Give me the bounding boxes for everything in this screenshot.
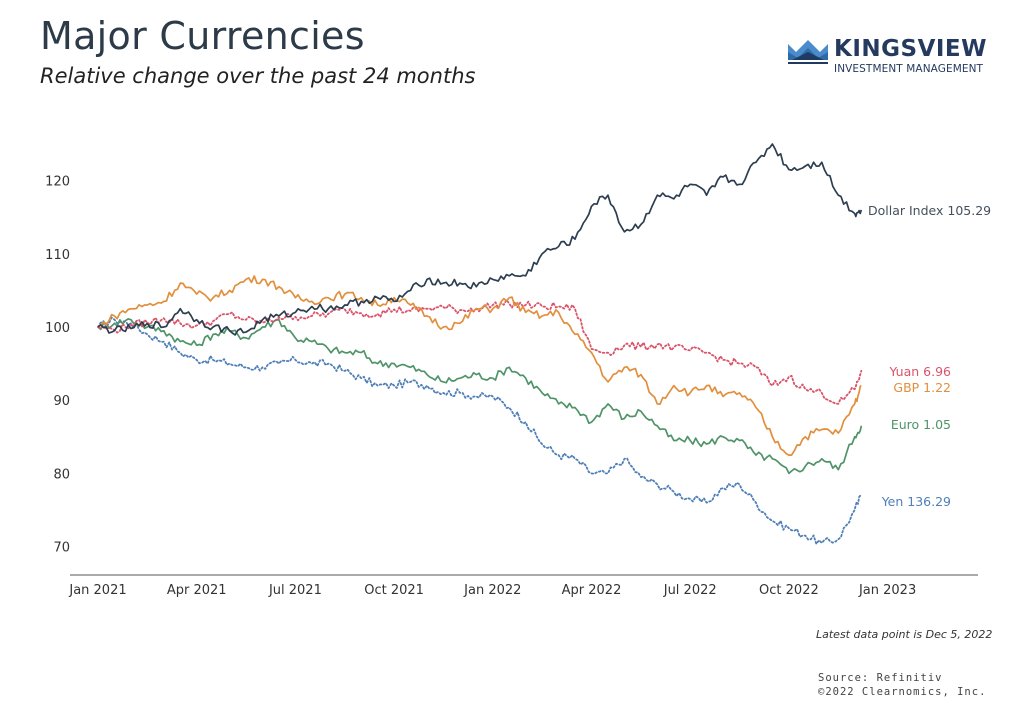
series-line-yuan xyxy=(97,299,863,405)
y-tick-label: 100 xyxy=(45,321,70,336)
logo-name: KINGSVIEW xyxy=(834,36,988,62)
x-tick-label: Jan 2023 xyxy=(858,583,916,598)
copyright-text: ©2022 Clearnomics, Inc. xyxy=(818,686,987,698)
series-label-yen: Yen 136.29 xyxy=(881,494,951,509)
series-line-dollar-index xyxy=(97,143,863,336)
y-tick-label: 70 xyxy=(53,541,70,556)
crown-icon xyxy=(788,40,828,64)
x-tick-label: Jul 2022 xyxy=(663,583,717,598)
latest-data-note: Latest data point is Dec 5, 2022 xyxy=(816,628,993,641)
series-label-yuan: Yuan 6.96 xyxy=(888,364,951,379)
x-tick-label: Apr 2022 xyxy=(562,583,622,598)
y-tick-label: 120 xyxy=(45,175,70,190)
y-tick-label: 80 xyxy=(53,467,70,482)
page-subtitle: Relative change over the past 24 months xyxy=(40,64,476,88)
series-label-dollar-index: Dollar Index 105.29 xyxy=(868,203,991,218)
y-tick-label: 110 xyxy=(45,248,70,263)
x-tick-label: Jul 2021 xyxy=(268,583,322,598)
x-tick-label: Oct 2021 xyxy=(364,583,424,598)
logo: KINGSVIEW INVESTMENT MANAGEMENT xyxy=(786,36,988,80)
series-label-euro: Euro 1.05 xyxy=(891,417,951,432)
x-tick-label: Jan 2021 xyxy=(68,583,126,598)
x-tick-label: Oct 2022 xyxy=(759,583,819,598)
y-tick-label: 90 xyxy=(53,394,70,409)
source-text: Source: Refinitiv xyxy=(818,672,943,684)
source-block: Source: Refinitiv ©2022 Clearnomics, Inc… xyxy=(818,671,986,699)
page-title: Major Currencies xyxy=(40,14,365,58)
logo-tagline: INVESTMENT MANAGEMENT xyxy=(834,63,984,75)
series-line-yen xyxy=(97,316,863,545)
x-tick-label: Apr 2021 xyxy=(167,583,227,598)
series-label-gbp: GBP 1.22 xyxy=(893,380,951,395)
x-tick-label: Jan 2022 xyxy=(463,583,521,598)
series-line-gbp xyxy=(97,275,862,456)
